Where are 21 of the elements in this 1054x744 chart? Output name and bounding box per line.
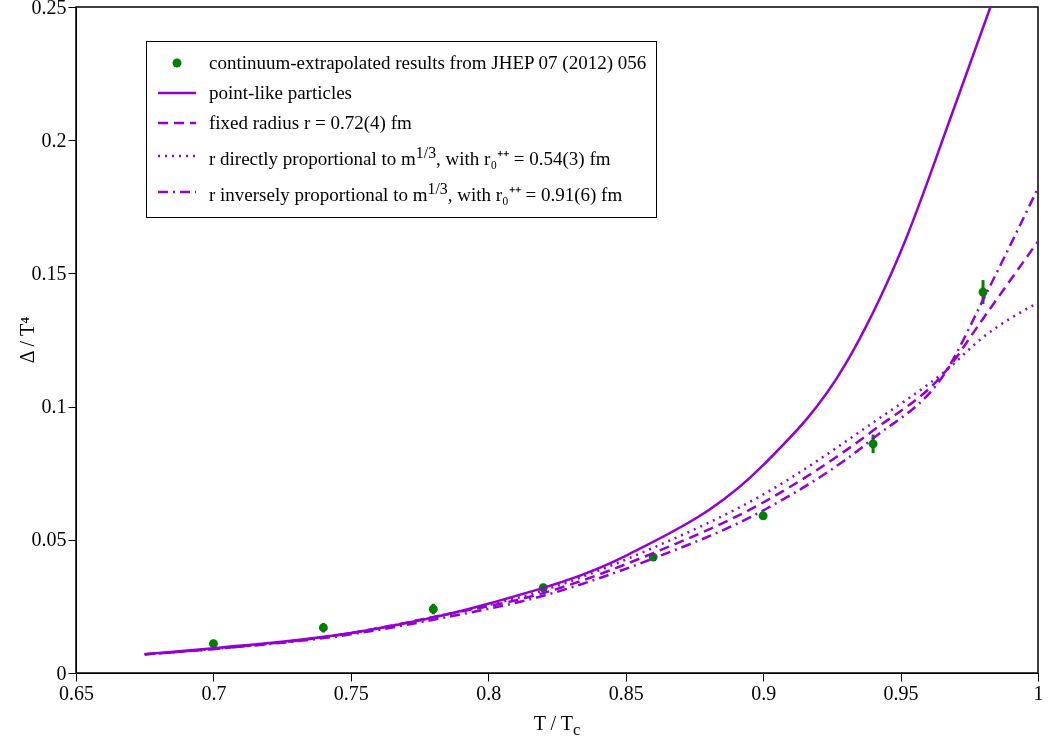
x-axis-title: T / T$_{c}$: [533, 712, 581, 740]
y-tick-label: 0.1: [41, 395, 67, 418]
x-tick-label: 0.65: [59, 681, 94, 704]
legend-label: fixed radius r = 0.72(4) fm: [209, 111, 412, 135]
y-tick-label: 0.25: [31, 0, 67, 18]
y-axis-title: Δ / T⁴: [15, 316, 39, 364]
x-tick-label: 0.75: [333, 681, 369, 704]
legend-label: r inversely proportional to m$^{1/3}$, with r₀⁺⁺ = 0.91(6) fm: [209, 179, 623, 208]
y-tick-label: 0.15: [31, 261, 67, 284]
legend-label: r directly proportional to m$^{1/3}$, with r₀⁺⁺ = 0.54(3) fm: [209, 143, 611, 172]
x-tick-label: 0.8: [476, 681, 502, 704]
y-tick-label: 0: [56, 661, 67, 684]
x-tick-label: 1: [1033, 681, 1044, 704]
x-tick-label: 0.85: [608, 681, 644, 704]
x-tick-label: 0.95: [883, 681, 919, 704]
legend-label: point-like particles: [209, 81, 352, 105]
y-tick-label: 0.2: [41, 128, 67, 151]
x-tick-label: 0.9: [751, 681, 777, 704]
y-tick-label: 0.05: [31, 528, 67, 551]
x-tick-label: 0.7: [201, 681, 227, 704]
legend-label: continuum-extrapolated results from JHEP 07 (2012) 056: [209, 51, 647, 75]
